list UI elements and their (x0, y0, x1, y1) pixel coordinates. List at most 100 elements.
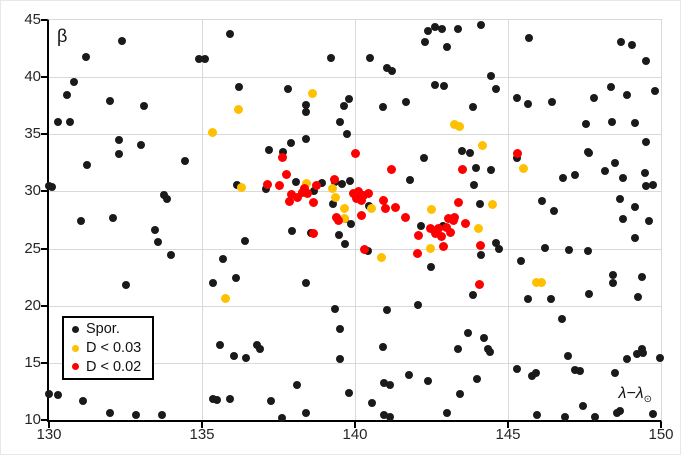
data-point (387, 67, 396, 76)
data-point (350, 149, 360, 159)
data-point (549, 207, 558, 216)
data-point (444, 214, 454, 224)
data-point (282, 169, 292, 179)
legend-label: Spor. (86, 321, 120, 338)
data-point (302, 134, 310, 143)
data-point (442, 222, 452, 232)
data-point (383, 64, 392, 72)
data-point (413, 301, 422, 310)
legend-row-d003: D < 0.03 (72, 339, 152, 358)
data-point (404, 371, 413, 380)
data-point (292, 381, 301, 390)
data-point (326, 53, 335, 62)
data-point (283, 84, 292, 93)
data-point (345, 176, 354, 185)
data-point (302, 178, 312, 188)
data-point (421, 37, 430, 46)
data-point (474, 223, 484, 233)
data-point (634, 292, 643, 301)
data-point (234, 83, 243, 92)
x-tick (48, 422, 50, 428)
data-point (606, 83, 615, 92)
data-point (357, 195, 367, 205)
data-point (437, 232, 447, 242)
data-point (256, 344, 265, 353)
data-point (548, 98, 557, 107)
y-tick (41, 76, 47, 78)
data-point (366, 53, 375, 62)
data-point (453, 25, 462, 34)
data-point (69, 77, 78, 86)
data-point (464, 329, 473, 338)
data-point (265, 146, 274, 155)
data-point (533, 411, 542, 420)
data-point (627, 40, 636, 49)
data-point (631, 234, 639, 243)
data-point (527, 372, 536, 380)
data-point (335, 355, 344, 364)
data-point (331, 212, 341, 222)
sun-symbol: ⊙ (643, 394, 652, 406)
data-point (442, 408, 451, 417)
data-point (513, 364, 522, 373)
data-point (378, 342, 387, 351)
data-point (623, 354, 632, 363)
data-point (302, 279, 310, 288)
data-point (470, 181, 479, 190)
data-point (386, 412, 395, 421)
data-point (589, 94, 598, 103)
data-point (494, 245, 503, 254)
data-point (649, 180, 658, 189)
data-point (378, 103, 387, 112)
data-point (571, 366, 580, 375)
data-point (309, 229, 319, 239)
data-point (517, 257, 526, 266)
data-point (424, 27, 433, 36)
data-point (430, 229, 440, 239)
data-point (279, 148, 288, 156)
legend-marker-red-dot (72, 363, 79, 371)
data-point (359, 190, 369, 200)
data-point (571, 170, 580, 179)
data-point (582, 120, 590, 128)
data-point (132, 411, 141, 420)
data-point (611, 159, 620, 168)
plot-area: 45 40 35 30 25 20 15 10 130 135 140 145 … (24, 12, 673, 444)
legend-row-sporadic: Spor. (72, 320, 152, 339)
data-point (311, 180, 321, 190)
data-point (601, 167, 609, 176)
data-point (360, 245, 369, 255)
y-tick (41, 362, 47, 364)
data-point (286, 139, 295, 148)
data-point (518, 164, 528, 174)
data-point (430, 22, 439, 31)
data-point (425, 224, 435, 234)
data-point (302, 100, 310, 109)
y-tick (41, 305, 47, 307)
data-point (532, 278, 541, 288)
data-point (477, 251, 486, 260)
data-point (487, 165, 496, 174)
data-point (641, 182, 650, 191)
data-point (611, 369, 620, 378)
x-axis-label-150: 150 (648, 426, 674, 443)
y-tick (41, 248, 47, 250)
data-point (330, 174, 339, 184)
data-point (424, 377, 433, 386)
data-point (357, 210, 367, 220)
data-point (487, 72, 496, 80)
data-point (213, 396, 222, 404)
data-point (512, 153, 521, 162)
data-point (563, 352, 572, 360)
data-point (640, 169, 649, 178)
data-point (331, 305, 340, 314)
legend: Spor. D < 0.03 D < 0.02 (62, 316, 154, 380)
data-point (354, 186, 364, 196)
data-point (344, 389, 353, 398)
legend-label: D < 0.02 (86, 358, 142, 375)
data-point (455, 389, 464, 398)
data-point (584, 148, 593, 157)
data-point (115, 136, 124, 144)
data-point (302, 108, 310, 116)
data-point (575, 366, 584, 375)
